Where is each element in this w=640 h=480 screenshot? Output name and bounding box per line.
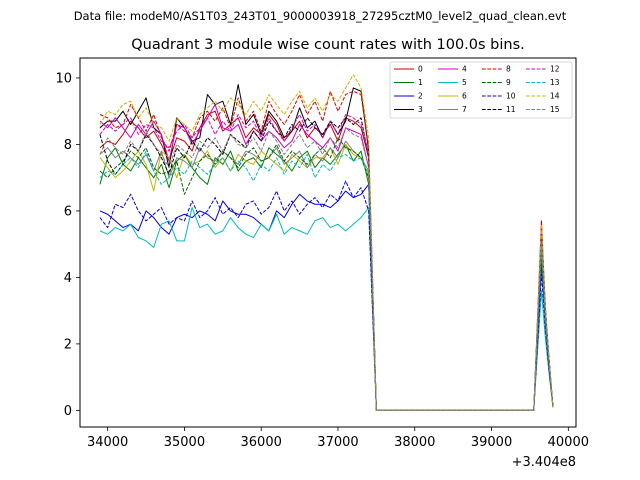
series-line-4	[99, 104, 554, 411]
x-axis: 34000 35000 36000 37000 38000 39000 40000	[87, 427, 589, 450]
legend-label-15: 15	[550, 105, 560, 114]
legend-label-5: 5	[462, 78, 467, 87]
legend-label-2: 2	[418, 92, 423, 101]
y-tick-label: 8	[64, 138, 72, 153]
legend-frame	[389, 61, 573, 119]
x-tick-label: 37000	[317, 435, 358, 450]
legend-label-4: 4	[462, 65, 467, 74]
x-tick-label: 36000	[241, 435, 282, 450]
legend-label-14: 14	[550, 92, 560, 101]
series-line-8	[99, 90, 554, 411]
x-tick-label: 35000	[164, 435, 205, 450]
legend-label-6: 6	[462, 92, 467, 101]
x-tick-label: 38000	[394, 435, 435, 450]
x-tick-label: 40000	[548, 435, 589, 450]
legend-label-10: 10	[506, 92, 516, 101]
chart-title: Quadrant 3 module wise count rates with …	[131, 37, 525, 53]
legend-label-11: 11	[506, 105, 516, 114]
legend-label-9: 9	[506, 78, 511, 87]
series-line-0	[99, 110, 554, 411]
series-line-14	[99, 74, 554, 411]
series-line-1	[99, 143, 554, 411]
figure-suptitle: Data file: modeM0/AS1T03_243T01_90000039…	[74, 9, 567, 23]
legend-label-1: 1	[418, 78, 423, 87]
legend-label-8: 8	[506, 65, 511, 74]
series-line-12	[99, 114, 554, 411]
x-tick-label: 39000	[471, 435, 512, 450]
series-line-13	[99, 150, 554, 411]
y-axis: 0 2 4 6 8 10	[55, 71, 80, 419]
series-line-11	[99, 117, 554, 411]
series-line-15	[99, 127, 554, 411]
y-tick-label: 0	[64, 404, 72, 419]
x-axis-offset-label: +3.404e8	[512, 455, 576, 470]
plot-lines	[99, 74, 554, 411]
legend-label-12: 12	[550, 65, 560, 74]
y-tick-label: 2	[64, 337, 72, 352]
legend-label-7: 7	[462, 105, 467, 114]
axes-frame	[79, 57, 577, 428]
legend-label-13: 13	[550, 78, 560, 87]
legend-label-3: 3	[418, 105, 423, 114]
legend-label-0: 0	[418, 65, 423, 74]
series-line-5	[99, 207, 554, 411]
series-line-10	[99, 180, 554, 411]
y-tick-label: 6	[64, 204, 72, 219]
y-tick-label: 10	[55, 71, 72, 86]
y-tick-label: 4	[64, 271, 72, 286]
x-tick-label: 34000	[87, 435, 128, 450]
